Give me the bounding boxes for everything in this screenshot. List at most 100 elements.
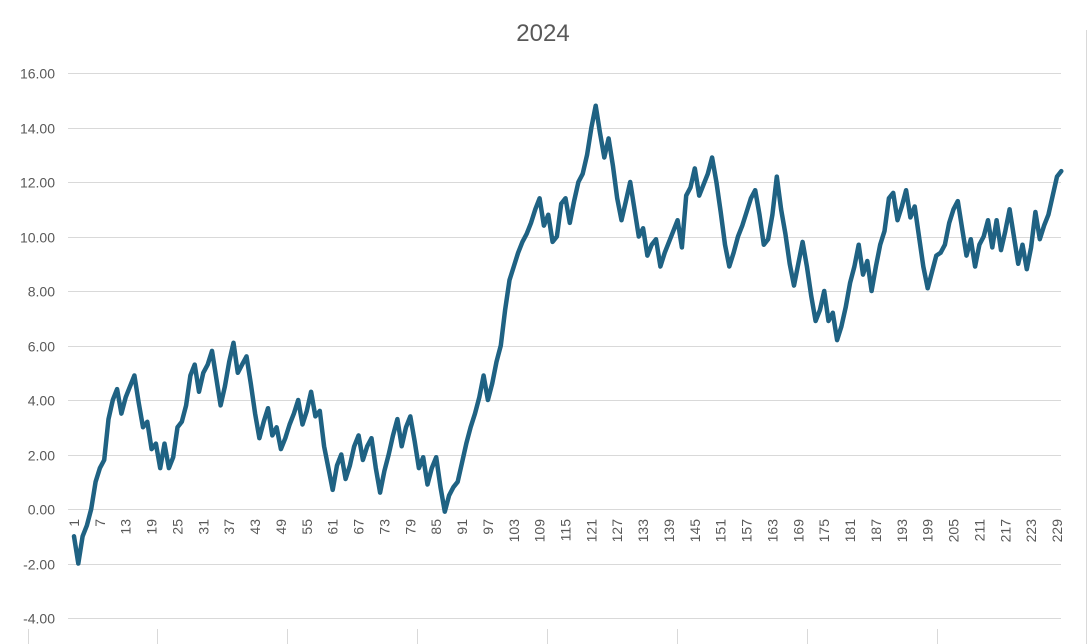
data-point — [202, 371, 205, 374]
data-point — [310, 390, 313, 393]
x-tick-label: 61 — [325, 519, 341, 535]
data-point — [154, 442, 157, 445]
x-tick-label: 43 — [247, 519, 263, 535]
y-tick-label: 0.00 — [28, 502, 55, 518]
data-point — [732, 251, 735, 254]
data-point — [456, 480, 459, 483]
data-point — [1012, 235, 1015, 238]
data-point — [370, 437, 373, 440]
data-point — [900, 205, 903, 208]
data-point — [448, 494, 451, 497]
data-point — [896, 219, 899, 222]
data-point — [1034, 211, 1037, 214]
data-point — [262, 420, 265, 423]
data-point — [805, 265, 808, 268]
data-point — [361, 459, 364, 462]
x-tick-label: 223 — [1023, 519, 1039, 543]
data-point — [530, 221, 533, 224]
data-point — [840, 325, 843, 328]
data-point — [258, 437, 261, 440]
data-point — [379, 491, 382, 494]
x-tick-label: 139 — [661, 519, 677, 543]
data-point — [211, 349, 214, 352]
data-point — [680, 246, 683, 249]
data-point — [534, 208, 537, 211]
x-tick-label: 187 — [868, 519, 884, 543]
data-point — [223, 385, 226, 388]
data-point — [146, 420, 149, 423]
y-tick-label: 10.00 — [20, 230, 55, 246]
data-point — [383, 469, 386, 472]
data-point — [508, 279, 511, 282]
x-tick-label: 157 — [739, 519, 755, 543]
data-point — [853, 265, 856, 268]
data-point — [331, 488, 334, 491]
data-point — [542, 224, 545, 227]
data-point — [844, 306, 847, 309]
data-point — [892, 191, 895, 194]
x-tick-label: 133 — [635, 519, 651, 543]
x-tick-label: 151 — [713, 519, 729, 543]
data-point — [969, 238, 972, 241]
x-tick-label: 115 — [558, 519, 574, 542]
x-tick-label: 85 — [428, 519, 444, 535]
data-point — [883, 230, 886, 233]
data-point — [668, 240, 671, 243]
data-point — [797, 262, 800, 265]
x-tick-label: 199 — [920, 519, 936, 543]
data-point — [922, 265, 925, 268]
data-point — [465, 442, 468, 445]
data-point — [77, 562, 80, 565]
data-point — [637, 235, 640, 238]
data-point — [823, 290, 826, 293]
y-axis-tick-labels: -4.00 -2.00 0.00 2.00 4.00 6.00 8.00 10.00 12.00… — [20, 66, 55, 627]
data-point — [603, 156, 606, 159]
data-point — [961, 227, 964, 230]
data-point — [1021, 243, 1024, 246]
data-point — [995, 219, 998, 222]
x-tick-label: 7 — [92, 519, 108, 527]
data-point — [551, 240, 554, 243]
data-point — [279, 448, 282, 451]
data-point — [866, 260, 869, 263]
x-tick-label: 49 — [273, 519, 289, 535]
data-point — [236, 371, 239, 374]
data-point — [698, 194, 701, 197]
data-point — [103, 459, 106, 462]
data-point — [73, 535, 76, 538]
data-point — [318, 409, 321, 412]
x-tick-label: 109 — [532, 519, 548, 543]
data-point — [142, 426, 145, 429]
data-point — [504, 309, 507, 312]
data-point — [336, 464, 339, 467]
data-point — [413, 439, 416, 442]
x-tick-label: 13 — [118, 519, 134, 535]
data-point — [396, 418, 399, 421]
data-point — [905, 189, 908, 192]
series-line — [71, 103, 1064, 566]
data-point — [745, 211, 748, 214]
data-point — [663, 251, 666, 254]
data-point — [81, 535, 84, 538]
data-point — [767, 238, 770, 241]
data-point — [762, 243, 765, 246]
x-tick-label: 19 — [144, 519, 160, 535]
data-point — [818, 309, 821, 312]
data-point — [94, 480, 97, 483]
data-point — [417, 467, 420, 470]
data-point — [327, 467, 330, 470]
data-point — [1017, 262, 1020, 265]
data-point — [693, 167, 696, 170]
data-point — [1051, 194, 1054, 197]
data-point — [538, 197, 541, 200]
x-tick-label: 103 — [506, 519, 522, 543]
data-point — [814, 320, 817, 323]
x-tick-label: 73 — [376, 519, 392, 535]
data-point — [435, 456, 438, 459]
data-point — [228, 360, 231, 363]
data-point — [249, 382, 252, 385]
series-points — [73, 104, 1063, 565]
x-tick-label: 31 — [195, 519, 211, 535]
